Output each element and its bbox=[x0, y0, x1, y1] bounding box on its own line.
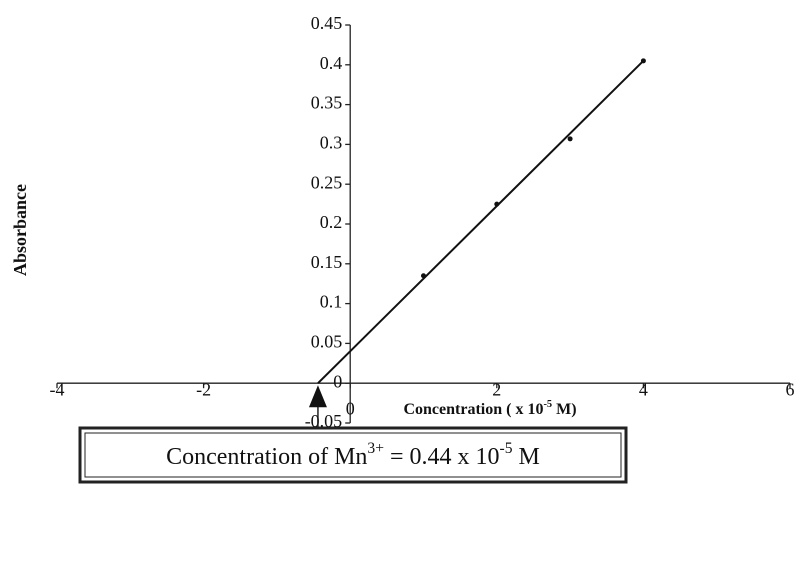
x-tick-label: -4 bbox=[50, 379, 65, 399]
x-tick-label: 4 bbox=[639, 379, 648, 399]
text-part: Concentration ( x 10 bbox=[403, 401, 543, 418]
y-tick-label: 0 bbox=[333, 371, 342, 391]
y-tick-label: 0.4 bbox=[320, 53, 343, 73]
y-tick-label: 0.35 bbox=[311, 93, 343, 113]
point bbox=[567, 136, 573, 142]
y-tick-label: 0.15 bbox=[311, 252, 343, 272]
point bbox=[421, 273, 426, 279]
y-tick-label: -0.05 bbox=[305, 411, 343, 431]
x-tick-label: 6 bbox=[786, 379, 795, 399]
y-tick-label: 0.25 bbox=[311, 172, 343, 192]
point bbox=[640, 58, 646, 64]
y-tick-label: 0.3 bbox=[320, 133, 343, 153]
text-part: Concentration of Mn bbox=[166, 444, 367, 470]
x-tick-label: 2 bbox=[492, 379, 501, 399]
point bbox=[494, 201, 500, 207]
trendline bbox=[317, 60, 645, 384]
x-tick-label: 0 bbox=[346, 398, 355, 418]
y-tick-label: 0.2 bbox=[320, 212, 343, 232]
annotation-text: Concentration of Mn3+ = 0.44 x 10-5 M bbox=[166, 440, 540, 469]
text-part: M) bbox=[552, 401, 576, 418]
annotation-box bbox=[78, 426, 628, 484]
superscript: -5 bbox=[543, 399, 552, 410]
text-part: = 0.44 x 10 bbox=[384, 444, 500, 470]
y-tick-label: 0.1 bbox=[320, 292, 343, 312]
superscript: 3+ bbox=[367, 440, 384, 457]
y-tick-label: 0.05 bbox=[311, 332, 343, 352]
annotation-arrowhead bbox=[308, 385, 327, 408]
text-part: M bbox=[513, 444, 540, 470]
y-tick-label: 0.45 bbox=[311, 13, 343, 33]
superscript: -5 bbox=[500, 440, 513, 457]
y-axis-label: Absorbance bbox=[10, 184, 30, 276]
annotation-box-inner bbox=[84, 432, 622, 478]
x-axis-label: Concentration ( x 10-5 M) bbox=[403, 399, 576, 418]
x-tick-label: -2 bbox=[196, 379, 211, 399]
